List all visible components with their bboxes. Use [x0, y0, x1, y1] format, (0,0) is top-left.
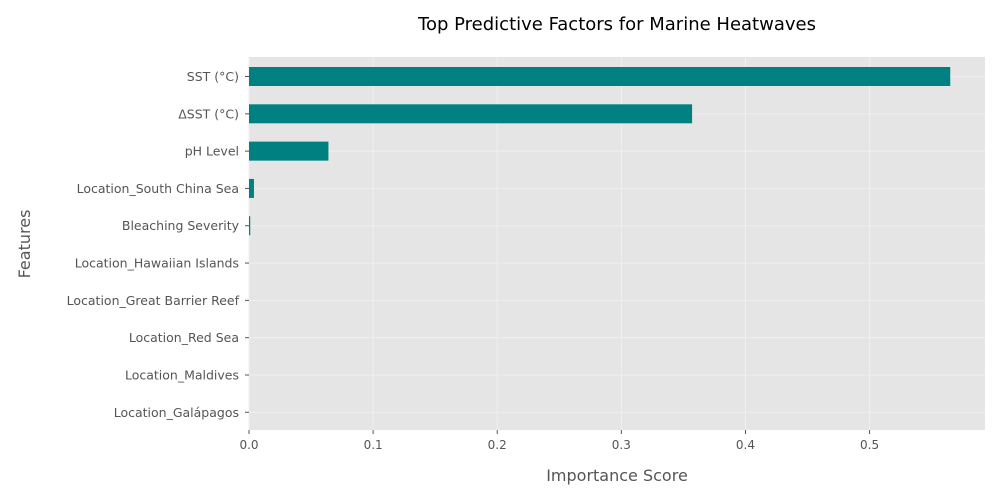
x-tick-label: 0.0: [239, 438, 258, 452]
x-tick-labels: 0.0 0.1 0.2 0.3 0.4 0.5: [239, 430, 879, 452]
y-tick-label: Bleaching Severity: [122, 218, 240, 233]
y-axis-label: Features: [15, 210, 34, 279]
x-tick-label: 0.4: [736, 438, 755, 452]
bar: [249, 67, 951, 86]
y-tick-label: pH Level: [185, 144, 239, 159]
y-tick-label: Location_Great Barrier Reef: [67, 293, 240, 308]
x-axis-label: Importance Score: [546, 466, 688, 485]
bar: [249, 178, 254, 198]
x-tick-label: 0.5: [860, 438, 879, 452]
y-tick-labels: SST (°C) ΔSST (°C) pH Level Location_South …: [67, 69, 249, 420]
y-tick-label: Location_Galápagos: [114, 405, 239, 420]
bar: [249, 216, 251, 236]
y-tick-label: Location_Maldives: [125, 367, 239, 382]
y-tick-label: Location_Hawaiian Islands: [75, 256, 239, 271]
x-tick-label: 0.2: [488, 438, 507, 452]
x-tick-label: 0.3: [612, 438, 631, 452]
x-tick-label: 0.1: [364, 438, 383, 452]
bar: [249, 104, 693, 124]
y-tick-label: Location_Red Sea: [129, 330, 239, 345]
bar: [249, 141, 329, 161]
y-tick-label: SST (°C): [187, 69, 239, 84]
bars: [249, 67, 951, 236]
y-tick-label: ΔSST (°C): [178, 106, 239, 121]
chart-title: Top Predictive Factors for Marine Heatwa…: [417, 14, 816, 35]
y-tick-label: Location_South China Sea: [77, 181, 239, 196]
